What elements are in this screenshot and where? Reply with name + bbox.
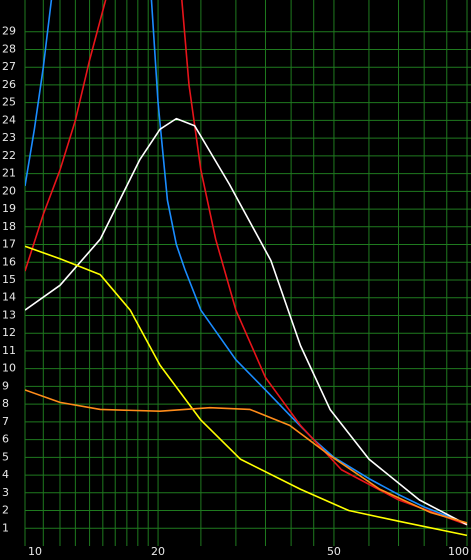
y-tick-label: 29 — [2, 25, 16, 38]
y-tick-label: 20 — [2, 184, 16, 197]
y-tick-label: 14 — [2, 291, 16, 304]
y-tick-label: 5 — [2, 450, 9, 463]
x-tick-label: 10 — [28, 545, 42, 558]
y-tick-label: 22 — [2, 149, 16, 162]
y-tick-label: 12 — [2, 326, 16, 339]
y-tick-label: 19 — [2, 202, 16, 215]
y-tick-label: 27 — [2, 60, 16, 73]
y-tick-label: 23 — [2, 131, 16, 144]
y-tick-label: 28 — [2, 42, 16, 55]
x-tick-label: 20 — [151, 545, 165, 558]
y-tick-label: 21 — [2, 167, 16, 180]
y-tick-label: 26 — [2, 78, 16, 91]
y-tick-label: 2 — [2, 504, 9, 517]
series-line — [25, 117, 468, 526]
y-tick-label: 16 — [2, 255, 16, 268]
x-tick-label: 100 — [448, 545, 469, 558]
x-tick-label: 50 — [327, 545, 341, 558]
y-tick-label: 1 — [2, 521, 9, 534]
lines — [25, 0, 468, 537]
y-tick-label: 25 — [2, 96, 16, 109]
y-tick-label: 18 — [2, 220, 16, 233]
y-tick-label: 8 — [2, 397, 9, 410]
labels: 1234567891011121314151617181920212223242… — [2, 25, 469, 558]
series-line — [25, 0, 468, 526]
series-line — [25, 389, 468, 524]
grid — [24, 0, 471, 546]
y-tick-label: 24 — [2, 113, 16, 126]
y-tick-label: 15 — [2, 273, 16, 286]
y-tick-label: 6 — [2, 433, 9, 446]
series-line — [25, 245, 468, 537]
y-tick-label: 9 — [2, 379, 9, 392]
y-tick-label: 4 — [2, 468, 9, 481]
y-tick-label: 17 — [2, 238, 16, 251]
y-tick-label: 7 — [2, 415, 9, 428]
y-tick-label: 3 — [2, 486, 9, 499]
y-tick-label: 11 — [2, 344, 16, 357]
y-tick-label: 13 — [2, 308, 16, 321]
y-tick-label: 10 — [2, 362, 16, 375]
